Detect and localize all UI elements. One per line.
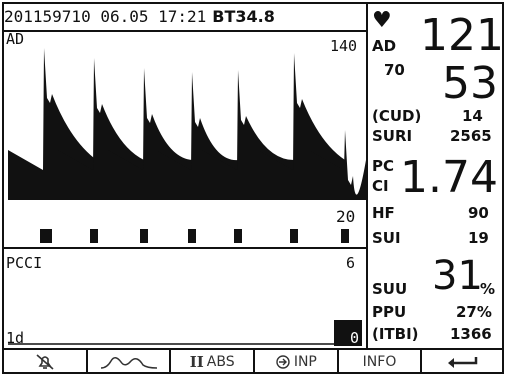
pcci-label: PCCI [6,254,43,272]
waveform-button[interactable] [88,350,172,374]
sui-label: SUI [372,229,401,247]
pc-label: PC [372,157,395,175]
panel-divider-vertical [366,4,368,348]
beat-markers [40,229,349,243]
hf-value: 90 [468,204,489,222]
info-button[interactable]: INFO [339,350,423,374]
ppu-label: PPU [372,303,407,321]
suri-value: 2565 [450,127,492,145]
beat-marker [290,229,298,243]
pcci-time-label: 1d [6,329,25,347]
abs-label: ABS [206,354,235,370]
inp-button[interactable]: INP [255,350,339,374]
heart-icon: ♥ [372,8,392,33]
blood-temperature: BT34.8 [212,7,275,26]
waveform-icon [100,357,157,369]
ci-value: 1.74 [400,152,498,203]
ppu-value: 27% [456,303,492,321]
alarm-mute-button[interactable] [4,350,88,374]
suri-label: SURI [372,127,413,145]
pcci-current-bar [334,320,362,346]
beat-marker [90,229,98,243]
itbi-label: (ITBI) [372,325,419,343]
pcci-current-value: 0 [350,329,360,347]
systolic-value: 121 [420,10,504,61]
id-date-time: 201159710 06.05 17:21 [4,7,207,26]
suu-value: 31 [432,253,483,299]
ad-scale-top: 140 [330,37,358,55]
diastolic-value: 53 [442,58,498,109]
panel-divider-horizontal [4,247,366,249]
ad-scale-bottom: 20 [336,207,356,226]
alarm-mute-icon [36,354,54,370]
mean-pressure: 70 [384,61,405,79]
monitor-frame [2,2,504,374]
ci-label: CI [372,177,389,195]
pcci-trend [8,320,362,346]
softkey-menu: II ABS INP INFO [4,350,504,374]
pcci-scale-top: 6 [346,254,356,272]
inp-label: INP [293,354,317,370]
beat-marker [234,229,242,243]
beat-marker [188,229,196,243]
input-arrow-icon [276,355,290,369]
beat-marker [40,229,48,243]
hf-label: HF [372,204,395,222]
info-label: INFO [362,354,397,370]
cud-value: 14 [462,107,483,125]
waveform-beat [309,130,366,200]
menu-divider [4,348,504,350]
suu-label: SUU [372,280,408,298]
itbi-value: 1366 [450,325,492,343]
sui-value: 19 [468,229,489,247]
beat-marker [140,229,148,243]
suu-unit: % [480,280,496,298]
abs-button[interactable]: II ABS [171,350,256,374]
ad-wave-label: AD [6,30,25,48]
arterial-pressure-waveform [8,48,366,243]
waveform-beats [8,48,366,200]
ad-label: AD [372,37,397,55]
header-bar: 201159710 06.05 17:21 BT34.8 [4,4,366,32]
beat-marker [341,229,349,243]
return-button[interactable] [422,350,504,374]
cud-label: (CUD) [372,107,422,125]
return-arrow-icon [448,357,478,368]
abs-prefix: II [189,353,204,371]
